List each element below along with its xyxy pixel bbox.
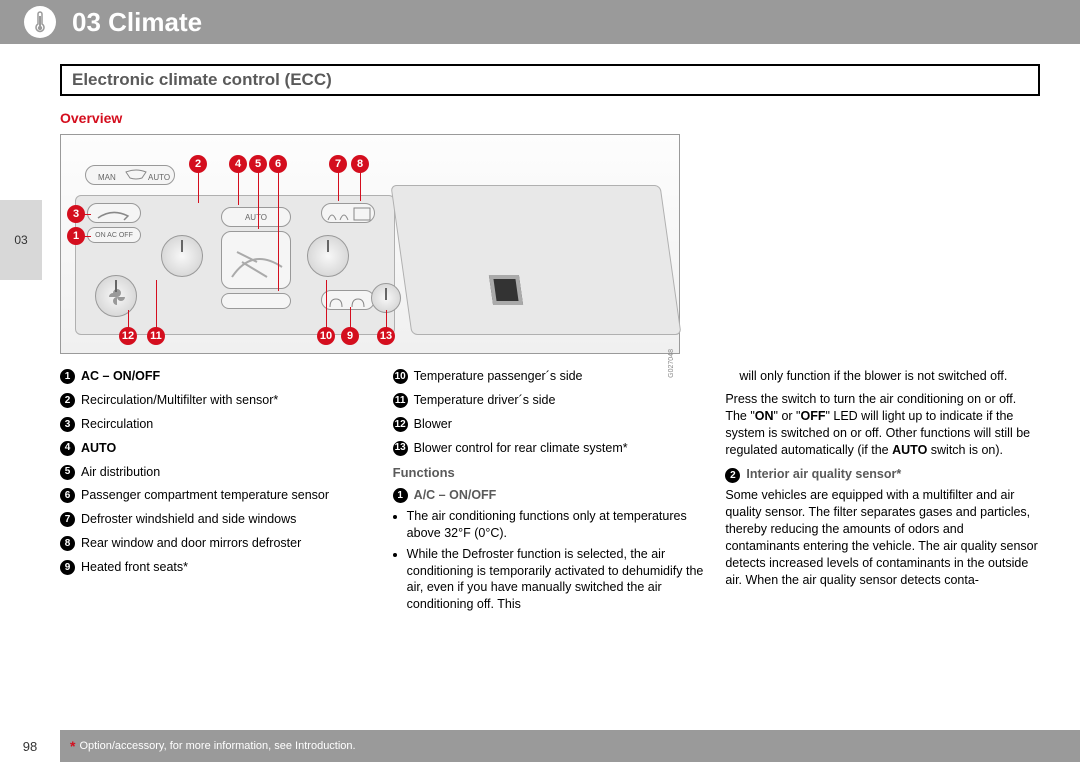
badge-12: 12 [393, 417, 408, 432]
badge-13: 13 [393, 441, 408, 456]
col3-paragraph: Press the switch to turn the air conditi… [725, 391, 1040, 459]
badge-3: 3 [60, 417, 75, 432]
fn2-text: Some vehicles are equipped with a multif… [725, 487, 1040, 588]
badge-7: 7 [60, 512, 75, 527]
badge-6: 6 [60, 488, 75, 503]
svg-text:MAN: MAN [98, 173, 116, 182]
blower-dial [95, 275, 137, 317]
callout-12: 12 [119, 327, 137, 345]
badge-10: 10 [393, 369, 408, 384]
man-auto-pill: MAN AUTO [85, 165, 175, 185]
passenger-temp-dial [307, 235, 349, 277]
badge-9: 9 [60, 560, 75, 575]
badge-5: 5 [60, 465, 75, 480]
fn1-title: 1A/C – ON/OFF [393, 487, 708, 504]
driver-temp-dial [161, 235, 203, 277]
page-content: Electronic climate control (ECC) Overvie… [0, 44, 1080, 619]
fn2-title: 2Interior air quality sensor* [725, 466, 1040, 483]
footnote-star: * [70, 738, 75, 754]
auto-btn: AUTO [221, 207, 291, 227]
side-tab: 03 [0, 200, 42, 280]
callout-4: 4 [229, 155, 247, 173]
callout-6: 6 [269, 155, 287, 173]
chapter-title: 03 Climate [72, 7, 202, 38]
page-number: 98 [0, 730, 60, 762]
section-title-box: Electronic climate control (ECC) [60, 64, 1040, 96]
on-ac-off-btn: ON AC OFF [87, 227, 141, 243]
badge-4: 4 [60, 441, 75, 456]
fn1-bullets: The air conditioning functions only at t… [393, 508, 708, 613]
functions-heading: Functions [393, 464, 708, 482]
sensor-slot [221, 293, 291, 309]
legend-col-2: 10Temperature passenger´s side 11Tempera… [393, 368, 708, 619]
air-dist-pad [221, 231, 291, 289]
callout-2: 2 [189, 155, 207, 173]
overview-heading: Overview [60, 110, 1040, 126]
badge-8: 8 [60, 536, 75, 551]
chapter-header: 03 Climate [0, 0, 1080, 44]
callout-13: 13 [377, 327, 395, 345]
callout-10: 10 [317, 327, 335, 345]
aux-port [489, 275, 523, 305]
defrost-btns [321, 203, 375, 223]
col3-continuation: will only function if the blower is not … [725, 368, 1040, 385]
callout-11: 11 [147, 327, 165, 345]
footnote-text: Option/accessory, for more information, … [79, 740, 355, 752]
badge-2: 2 [60, 393, 75, 408]
recirc-btn [87, 203, 141, 223]
col-3: will only function if the blower is not … [725, 368, 1040, 619]
section-title: Electronic climate control (ECC) [72, 70, 1028, 90]
badge-11: 11 [393, 393, 408, 408]
seat-heat-btns [321, 290, 375, 310]
callout-7: 7 [329, 155, 347, 173]
legend-col-1: 1AC – ON/OFF 2Recirculation/Multifilter … [60, 368, 375, 619]
page-footer: 98 * Option/accessory, for more informat… [0, 730, 1080, 762]
thermometer-icon [24, 6, 56, 38]
callout-9: 9 [341, 327, 359, 345]
rear-blower-dial [371, 283, 401, 313]
ecc-diagram: MAN AUTO ON AC OFF AUTO 2 4 5 6 [60, 134, 680, 354]
svg-text:AUTO: AUTO [148, 173, 170, 182]
callout-8: 8 [351, 155, 369, 173]
badge-1: 1 [60, 369, 75, 384]
callout-5: 5 [249, 155, 267, 173]
